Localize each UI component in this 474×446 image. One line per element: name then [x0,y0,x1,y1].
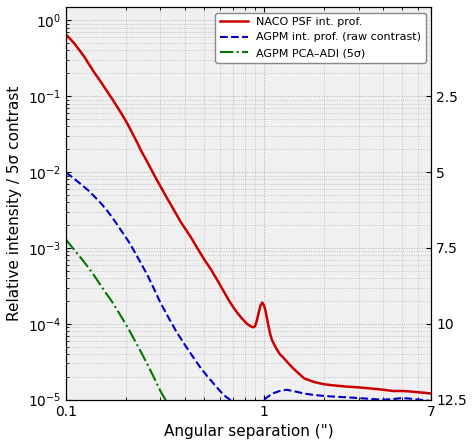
AGPM int. prof. (raw contrast) [428,399,434,404]
X-axis label: Angular separation ("): Angular separation (") [164,424,334,439]
AGPM int. prof. (raw contrast) [269,391,275,396]
NACO PSF int. prof. [254,318,260,323]
Line: AGPM PCA–ADI (5σ): AGPM PCA–ADI (5σ) [66,239,431,446]
Y-axis label: Relative intensity / 5σ contrast: Relative intensity / 5σ contrast [7,86,22,321]
NACO PSF int. prof. [82,55,88,61]
AGPM int. prof. (raw contrast) [67,173,73,178]
AGPM int. prof. (raw contrast) [250,402,256,408]
NACO PSF int. prof. [63,32,69,37]
Legend: NACO PSF int. prof., AGPM int. prof. (raw contrast), AGPM PCA–ADI (5σ): NACO PSF int. prof., AGPM int. prof. (ra… [215,12,426,62]
AGPM int. prof. (raw contrast) [312,392,318,398]
AGPM PCA–ADI (5σ) [98,283,104,288]
AGPM int. prof. (raw contrast) [182,343,188,348]
NACO PSF int. prof. [103,87,109,93]
Line: AGPM int. prof. (raw contrast): AGPM int. prof. (raw contrast) [66,173,431,406]
AGPM PCA–ADI (5σ) [391,433,396,438]
AGPM PCA–ADI (5σ) [131,336,137,341]
AGPM PCA–ADI (5σ) [63,236,69,242]
AGPM int. prof. (raw contrast) [242,404,247,409]
Line: NACO PSF int. prof.: NACO PSF int. prof. [66,34,431,394]
NACO PSF int. prof. [171,207,176,212]
AGPM int. prof. (raw contrast) [261,397,267,402]
NACO PSF int. prof. [178,219,183,225]
AGPM PCA–ADI (5σ) [118,314,124,319]
AGPM int. prof. (raw contrast) [63,170,69,175]
AGPM PCA–ADI (5σ) [422,434,428,440]
NACO PSF int. prof. [428,391,434,396]
AGPM PCA–ADI (5σ) [182,427,188,433]
NACO PSF int. prof. [123,118,128,123]
AGPM PCA–ADI (5σ) [428,436,434,441]
